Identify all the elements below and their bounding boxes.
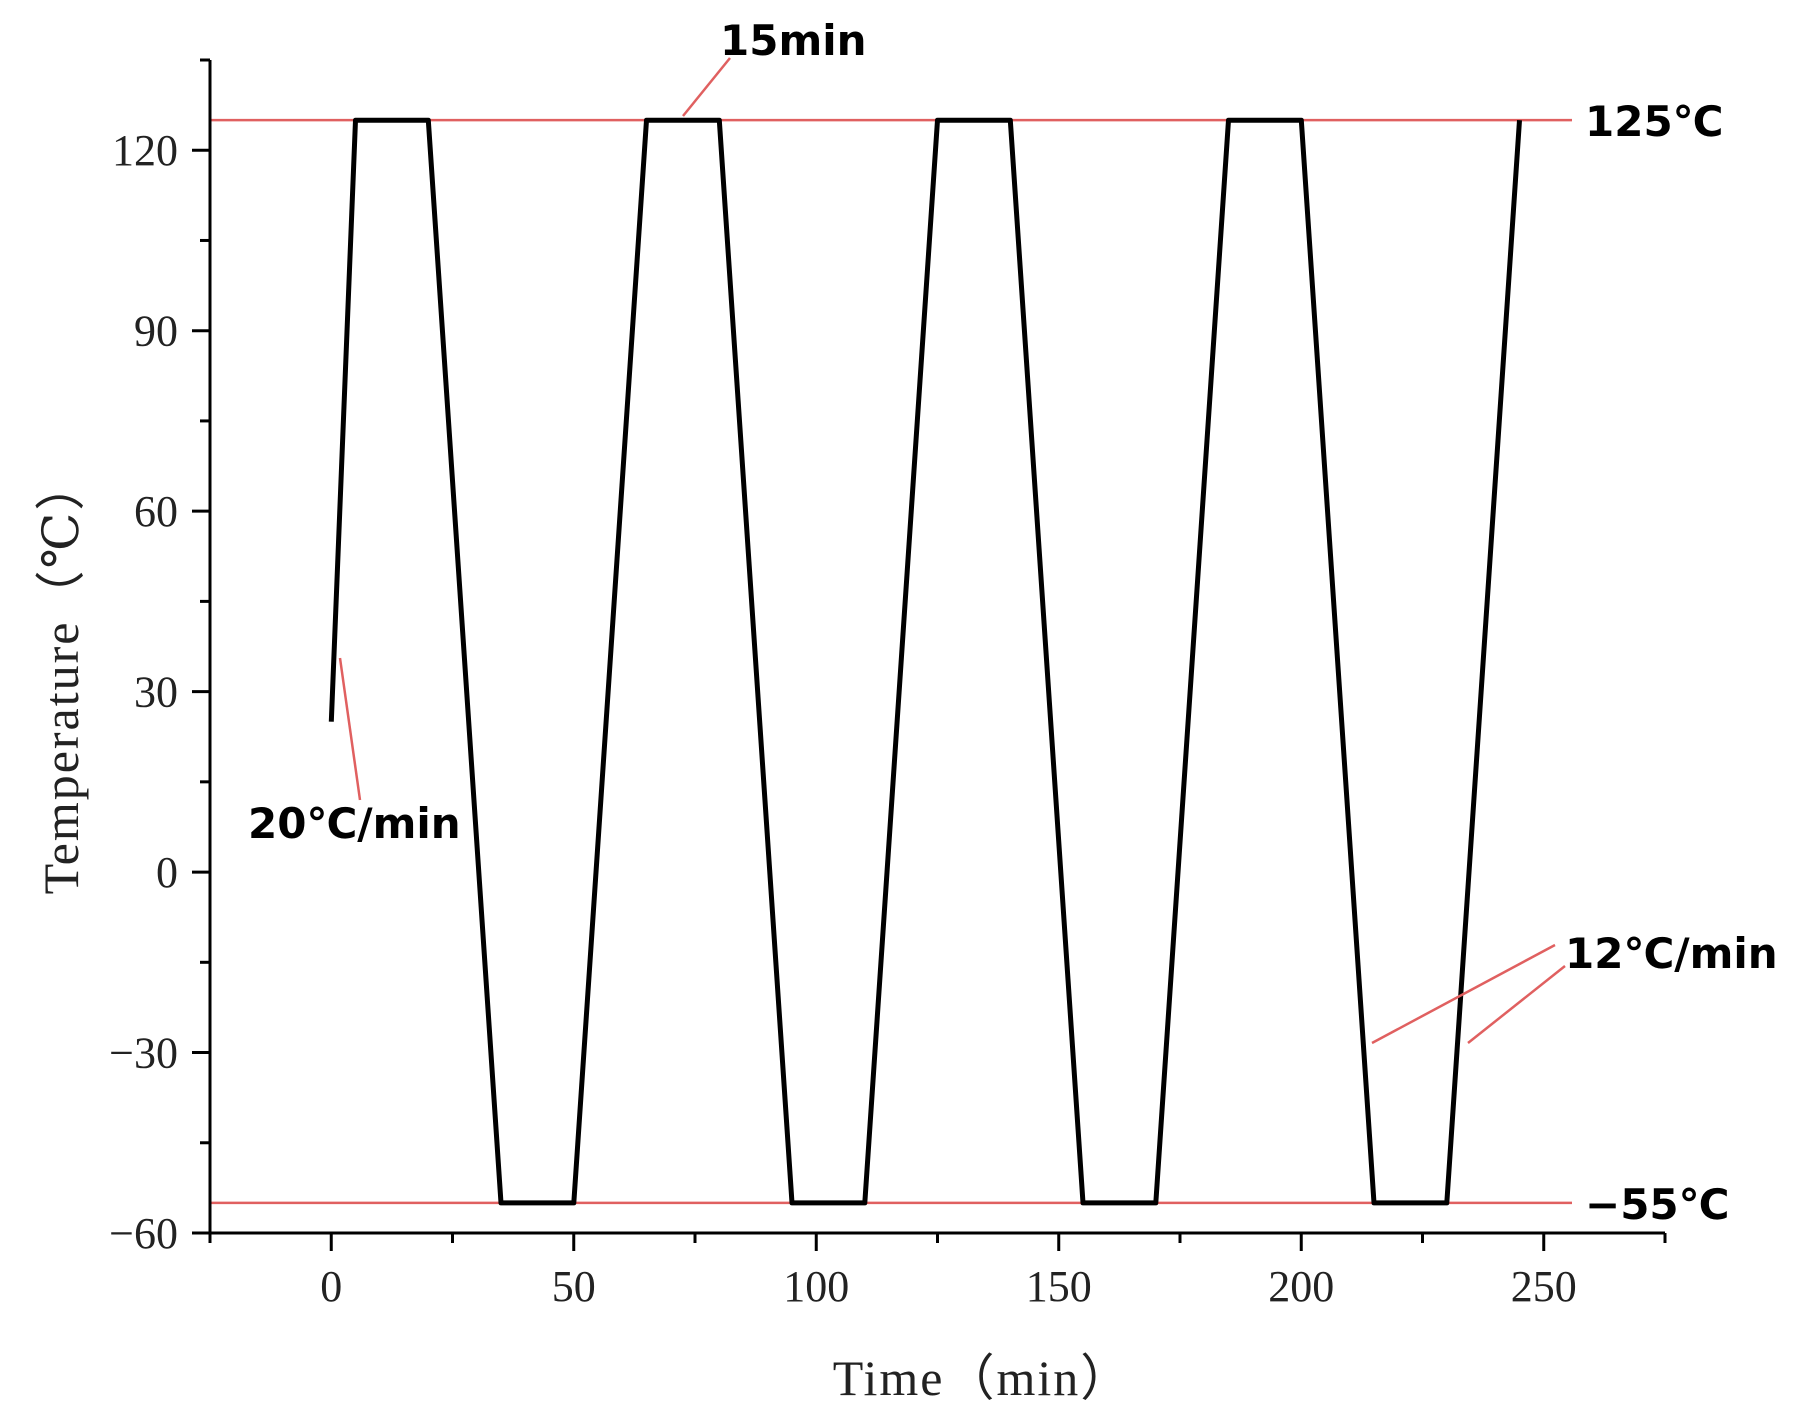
reference-line-label-0: 125℃	[1585, 97, 1724, 146]
y-tick-label-1: −30	[109, 1029, 178, 1078]
leader-line-12c-per-min-a	[1371, 943, 1556, 1045]
x-tick-label-2: 100	[783, 1262, 849, 1311]
series-group	[328, 117, 1522, 1206]
leader-line-20c-per-min	[338, 657, 362, 801]
reference-line-label-1: −55℃	[1585, 1180, 1730, 1229]
annotation-15min: 15min	[720, 16, 867, 65]
annotation-12c-per-min: 12℃/min	[1565, 929, 1778, 978]
annotation-20c-per-min: 20℃/min	[248, 799, 461, 848]
x-tick-label-3: 150	[1026, 1262, 1092, 1311]
y-tick-label-0: −60	[109, 1209, 178, 1258]
leader-line-15min	[682, 57, 731, 117]
x-tick-label-1: 50	[552, 1262, 596, 1311]
y-tick-label-5: 90	[134, 307, 178, 356]
leader-line-12c-per-min-b	[1467, 965, 1566, 1044]
y-axis-title: Temperature（℃）	[33, 459, 89, 895]
series-line-0	[328, 117, 1522, 1206]
x-tick-label-4: 200	[1268, 1262, 1334, 1311]
reference-lines: 125℃ −55℃	[210, 97, 1730, 1229]
y-tick-label-4: 60	[134, 487, 178, 536]
y-tick-label-3: 30	[134, 668, 178, 717]
x-tick-label-0: 0	[320, 1262, 342, 1311]
x-tick-label-5: 250	[1511, 1262, 1577, 1311]
annotations: 15min 20℃/min 12℃/min	[248, 16, 1778, 1045]
x-axis-title: Time（min）	[833, 1350, 1133, 1406]
y-tick-label-6: 120	[112, 126, 178, 175]
y-tick-label-2: 0	[156, 848, 178, 897]
ticks: 0 50 100 150 200 250 −60 −30 0 30 60 90 120	[109, 58, 1667, 1311]
